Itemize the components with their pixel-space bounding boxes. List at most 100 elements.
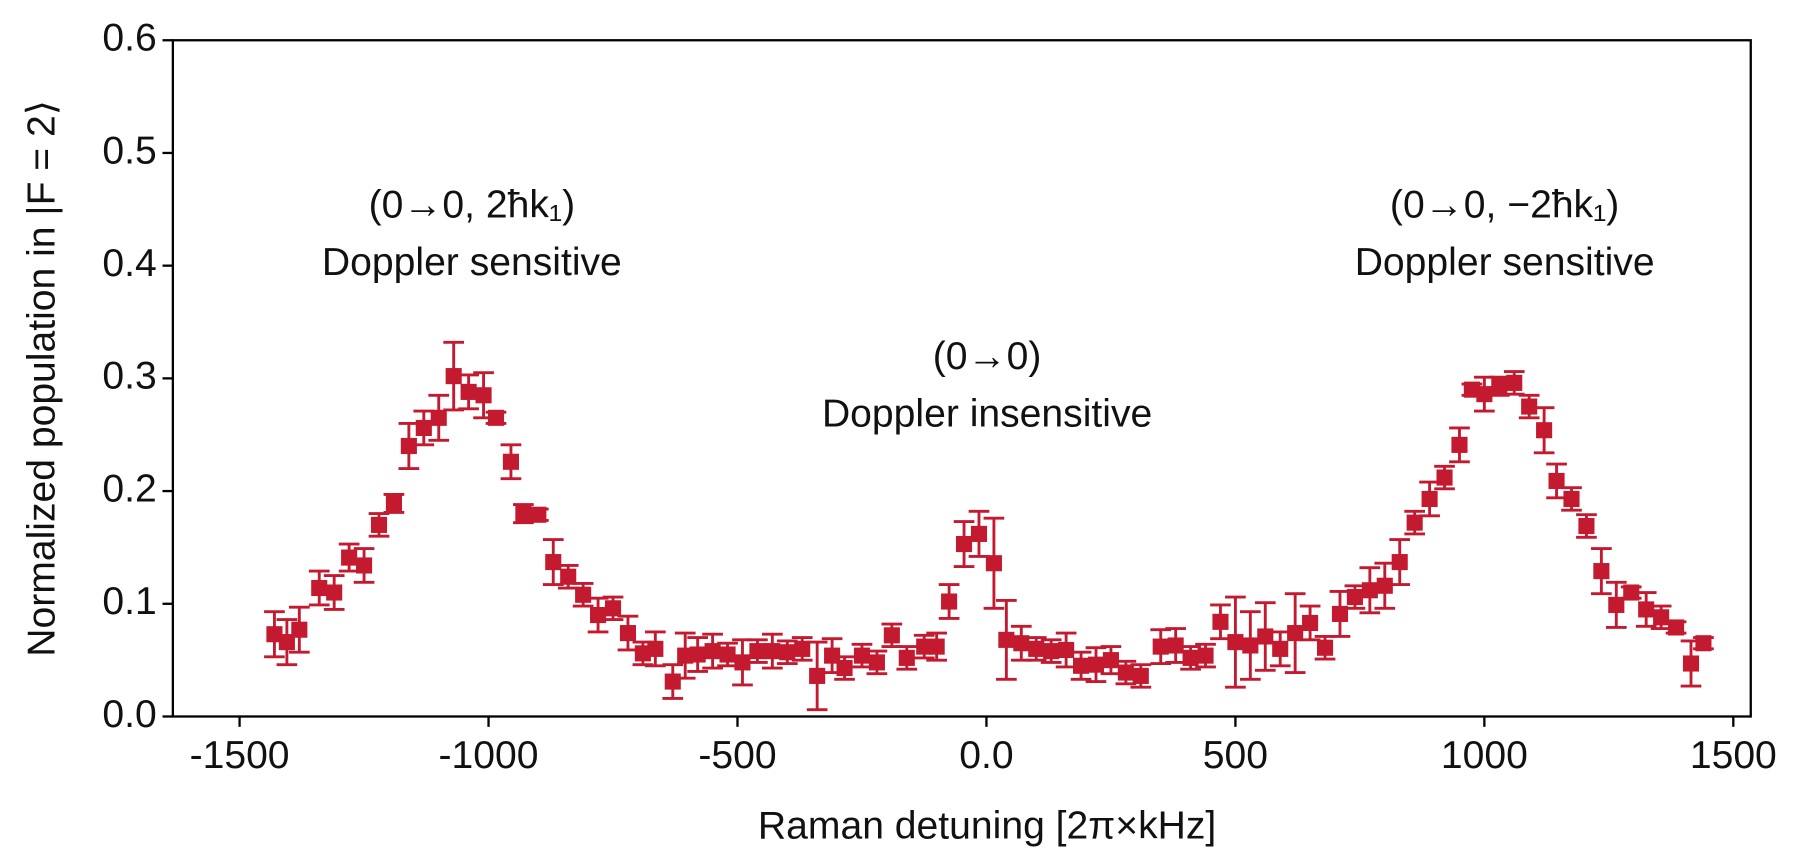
marker: [1463, 381, 1480, 398]
marker: [385, 495, 402, 512]
marker: [1578, 517, 1595, 535]
marker: [291, 621, 308, 638]
x-tick-label: -1000: [439, 734, 539, 777]
y-tick-label: 0.1: [102, 580, 156, 623]
x-axis-label: Raman detuning [2π×kHz]: [758, 804, 1216, 847]
x-tick-label: 0.0: [959, 734, 1013, 777]
marker: [430, 409, 447, 426]
marker: [1331, 605, 1349, 622]
marker: [1548, 472, 1565, 489]
y-tick-label: 0.4: [102, 242, 156, 285]
marker: [779, 644, 796, 661]
marker: [1257, 628, 1274, 645]
marker: [928, 638, 945, 655]
marker: [824, 647, 841, 664]
marker: [1073, 657, 1090, 674]
marker: [575, 586, 592, 603]
annotation: Doppler sensitive: [322, 241, 622, 284]
marker: [1668, 619, 1685, 636]
marker: [941, 593, 958, 610]
marker: [1623, 584, 1640, 601]
marker: [1653, 609, 1670, 626]
marker: [704, 643, 721, 660]
marker: [530, 506, 547, 523]
marker: [1491, 378, 1508, 395]
marker: [1132, 667, 1149, 684]
marker: [1316, 639, 1334, 656]
y-axis-label: Normalized population in |F = 2⟩: [20, 100, 63, 657]
y-tick-label: 0.2: [102, 467, 156, 510]
marker: [1436, 469, 1453, 486]
marker: [604, 600, 622, 617]
marker: [1152, 638, 1169, 655]
marker: [734, 654, 751, 671]
marker: [1302, 614, 1319, 631]
marker: [1013, 635, 1030, 652]
marker: [1102, 652, 1119, 669]
marker: [619, 625, 637, 642]
marker: [487, 409, 505, 426]
marker: [1406, 514, 1423, 531]
marker: [1608, 596, 1625, 613]
annotation: (0→0, −2ħk₁): [1390, 183, 1619, 226]
y-tick-label: 0.3: [102, 355, 156, 398]
marker: [719, 646, 736, 663]
marker: [370, 516, 388, 533]
marker: [460, 383, 477, 400]
marker: [1376, 577, 1393, 594]
marker: [689, 646, 706, 663]
marker: [1421, 490, 1438, 508]
marker: [809, 667, 826, 684]
marker: [1451, 436, 1468, 453]
marker: [1361, 582, 1378, 599]
marker: [764, 643, 781, 660]
marker: [794, 640, 811, 657]
marker: [1242, 637, 1259, 654]
annotation: (0→0): [933, 335, 1042, 378]
marker: [1476, 386, 1493, 403]
marker: [1197, 647, 1214, 664]
marker: [560, 568, 577, 585]
annotation: Doppler insensitive: [822, 393, 1152, 436]
marker: [1167, 637, 1184, 654]
marker: [1695, 635, 1712, 652]
x-tick-label: 500: [1203, 734, 1268, 777]
marker: [1087, 656, 1105, 673]
marker: [1638, 601, 1655, 618]
marker: [1506, 374, 1523, 391]
annotation: (0→0, 2ħk₁): [369, 183, 576, 226]
marker: [749, 643, 766, 660]
marker: [1028, 640, 1045, 657]
marker: [647, 640, 664, 657]
marker: [1536, 422, 1553, 439]
marker: [326, 584, 343, 601]
annotation: Doppler sensitive: [1355, 241, 1655, 284]
marker: [916, 638, 933, 655]
y-tick-label: 0.6: [102, 17, 156, 60]
marker: [664, 673, 681, 690]
marker: [266, 626, 283, 643]
marker: [998, 631, 1015, 648]
marker: [1521, 398, 1538, 415]
marker: [1287, 625, 1304, 642]
marker: [883, 627, 900, 644]
marker: [1212, 613, 1229, 630]
marker: [1058, 641, 1075, 659]
marker: [311, 579, 328, 597]
marker: [868, 654, 885, 671]
marker: [634, 645, 651, 662]
marker: [400, 437, 417, 455]
marker: [1182, 649, 1199, 666]
marker: [356, 557, 373, 574]
marker: [1682, 655, 1700, 672]
marker: [985, 555, 1002, 572]
y-tick-label: 0.5: [102, 129, 156, 172]
marker: [677, 647, 694, 664]
marker: [1346, 588, 1363, 606]
marker: [415, 419, 432, 437]
marker: [445, 368, 462, 385]
marker: [1563, 490, 1580, 508]
marker: [955, 535, 973, 553]
